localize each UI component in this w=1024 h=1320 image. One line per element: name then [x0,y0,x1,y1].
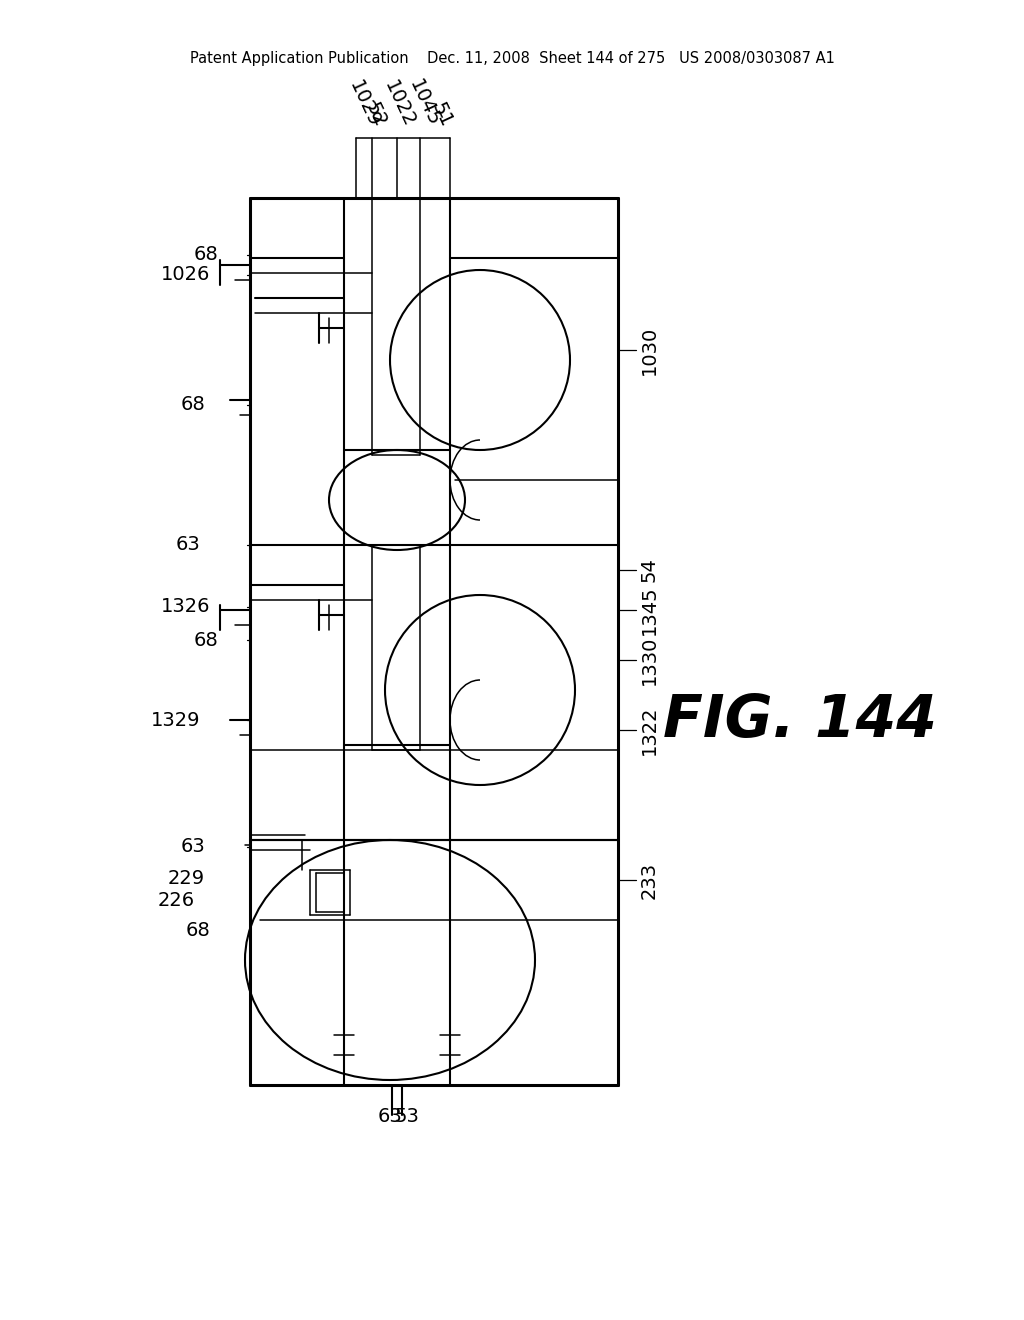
Text: 1029: 1029 [345,78,383,129]
Text: 1330: 1330 [640,635,659,685]
Text: 226: 226 [158,891,195,909]
Text: 63: 63 [378,1107,402,1126]
Text: 68: 68 [185,920,210,940]
Text: FIG. 144: FIG. 144 [664,692,937,748]
Text: 52: 52 [362,99,390,129]
Text: 1022: 1022 [380,78,418,129]
Text: 63: 63 [180,837,205,857]
Text: 229: 229 [168,869,205,887]
Text: 51: 51 [428,99,456,129]
Text: 1030: 1030 [640,325,659,375]
Text: 68: 68 [180,396,205,414]
Text: 54: 54 [640,557,659,582]
Text: 233: 233 [640,862,659,899]
Text: Patent Application Publication    Dec. 11, 2008  Sheet 144 of 275   US 2008/0303: Patent Application Publication Dec. 11, … [189,50,835,66]
Text: 68: 68 [194,631,218,649]
Text: 1329: 1329 [151,710,200,730]
Text: 68: 68 [194,246,218,264]
Text: 1045: 1045 [406,77,443,129]
Text: 1345: 1345 [640,585,659,635]
Text: 1026: 1026 [161,265,210,285]
Text: 63: 63 [175,536,200,554]
Text: 1326: 1326 [161,598,210,616]
Text: 53: 53 [394,1107,420,1126]
Text: 1322: 1322 [640,705,659,755]
